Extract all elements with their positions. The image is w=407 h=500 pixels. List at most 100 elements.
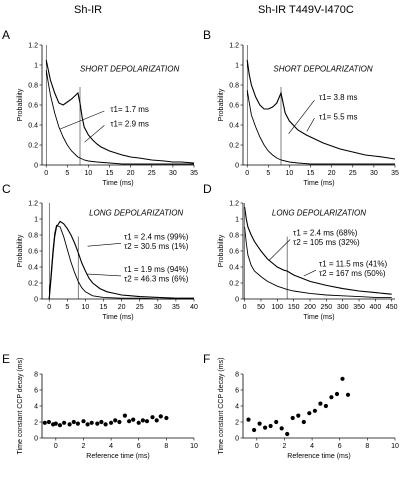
y-tick-label-e: 6 [34,388,38,395]
data-point-f [323,403,328,409]
y-tick-label-a: 0.4 [28,123,38,130]
data-point-e [103,422,108,427]
data-point-f [301,419,306,425]
pointer-line-a [84,125,105,143]
x-tick-label-d: 200 [304,304,316,311]
series-line-b-2 [246,59,396,160]
tau-label-d: τ2 = 167 ms (50%) [319,269,386,278]
data-point-f [329,395,334,400]
pointer-line-c [87,243,122,247]
x-tick-label-c: 0 [47,304,51,311]
y-tick-label-b: 0.8 [229,83,239,90]
data-point-e [117,419,122,425]
y-tick-label-f: 8 [235,372,239,379]
x-axis-label-c: Time (ms) [102,314,133,321]
data-point-f [312,408,317,413]
pointer-line-a [60,110,105,130]
x-tick-label-d: 250 [321,304,333,311]
x-tick-label-a: 10 [85,170,93,177]
data-point-e [127,419,132,424]
x-tick-label-a: 0 [44,170,48,177]
y-tick-label-c: 1.2 [28,201,38,208]
x-tick-label-f: 6 [338,443,342,450]
y-tick-label-f: 6 [235,388,239,395]
data-point-e [42,420,47,425]
panel-letter-e: E [2,352,11,366]
tau-label-b: τ1= 5.5 ms [319,112,358,121]
y-axis-label-b: Probability [218,88,225,121]
y-tick-label-b: 0 [235,163,239,170]
pointer-line-c [87,273,122,277]
pointer-line-d [268,239,291,261]
x-tick-label-b: 25 [349,170,357,177]
x-tick-label-a: 35 [190,170,198,177]
series-line-a-2 [45,59,195,164]
x-tick-label-b: 35 [391,170,399,177]
y-tick-label-a: 0.8 [28,83,38,90]
tau-label-c: τ1 = 2.4 ms (99%) [124,232,189,241]
x-tick-label-b: 5 [266,170,270,177]
data-point-e [140,418,145,423]
data-point-f [345,392,351,397]
tau-label-d: τ1 = 2.4 ms (68%) [293,229,358,238]
data-point-e [85,422,90,427]
y-tick-label-b: 1 [235,63,239,70]
x-tick-label-e: 8 [164,443,168,450]
data-point-f [263,425,268,430]
tau-label-b: τ1= 3.8 ms [319,93,358,102]
y-axis-label-c: Probability [17,234,24,267]
x-tick-label-e: 0 [54,443,58,450]
y-tick-label-a: 1.2 [28,43,38,50]
series-line-d-2 [244,206,392,295]
y-tick-label-b: 1.2 [229,43,239,50]
data-point-e [99,419,104,425]
y-tick-label-b: 0.2 [229,143,239,150]
y-tick-label-c: 0.4 [28,265,38,272]
data-point-e [122,413,127,418]
data-point-e [154,418,159,423]
x-tick-label-f: 2 [283,443,287,450]
x-tick-label-b: 0 [245,170,249,177]
tau-label-c: τ2 = 30.5 ms (1%) [124,242,189,251]
data-point-f [307,411,312,416]
data-point-e [75,421,80,426]
x-tick-label-f: 10 [391,443,399,450]
y-tick-label-d: 0.2 [229,281,239,288]
x-tick-label-d: 300 [337,304,349,311]
x-tick-label-c: 10 [82,304,90,311]
panel-letter-c: C [2,182,11,196]
y-tick-label-e: 0 [34,436,38,443]
x-tick-label-d: 0 [243,304,247,311]
tau-label-d: τ2 = 105 ms (32%) [293,238,360,247]
x-tick-label-b: 20 [328,170,336,177]
y-tick-label-f: 2 [235,420,239,427]
x-tick-label-c: 25 [136,304,144,311]
y-tick-label-d: 0.6 [229,249,239,256]
y-tick-label-b: 0.4 [229,123,239,130]
data-point-f [252,427,257,433]
x-tick-label-f: 4 [310,443,314,450]
data-point-e [71,419,76,425]
x-tick-label-c: 30 [154,304,162,311]
panel-letter-a: A [2,28,11,42]
x-tick-label-d: 50 [257,304,265,311]
x-tick-label-d: 150 [288,304,300,311]
x-tick-label-c: 35 [172,304,180,311]
series-line-c-2 [48,220,194,300]
annotation-title-d: LONG DEPOLARIZATION [272,208,366,217]
x-axis-label-d: Time (ms) [303,314,334,321]
data-point-f [296,413,301,418]
data-point-e [89,420,94,425]
y-tick-label-f: 4 [235,404,239,411]
tau-label-a: τ1= 1.7 ms [110,105,149,114]
y-tick-label-a: 0.2 [28,143,38,150]
x-tick-label-c: 5 [65,304,69,311]
y-axis-label-d: Probability [218,234,225,267]
data-point-f [274,419,279,425]
x-tick-label-d: 100 [271,304,283,311]
panel-letter-f: F [203,352,211,366]
y-tick-label-e: 4 [34,404,38,411]
data-point-e [53,421,58,426]
series-line-d-1 [244,226,392,298]
